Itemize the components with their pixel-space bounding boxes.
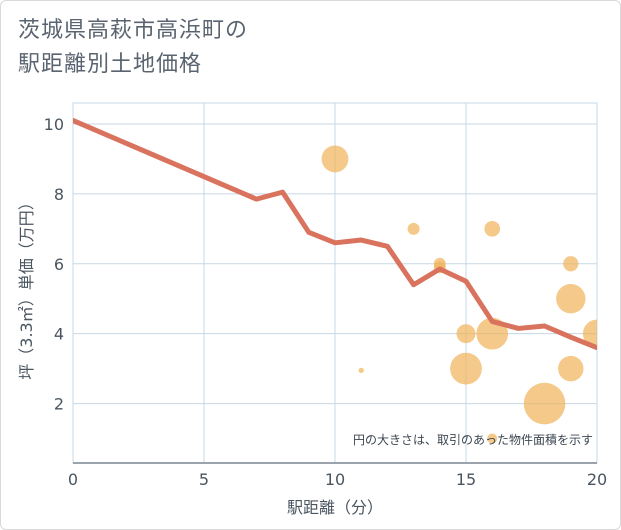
x-tick-label-1: 5 [199,470,209,489]
y-tick-label-3: 8 [54,185,64,204]
x-tick-label-0: 0 [68,470,78,489]
x-tick-label-2: 10 [325,470,345,489]
x-axis-label: 駅距離（分） [287,498,383,517]
y-tick-label-4: 10 [44,115,64,134]
bubble-point-5 [456,324,476,344]
bubble-point-13 [558,355,584,382]
bubble-point-0 [321,145,349,173]
bubble-point-10 [523,382,566,425]
y-tick-label-0: 2 [54,395,64,414]
y-tick-label-2: 6 [54,255,64,274]
bubble-point-9 [487,433,498,444]
bubble-layer [321,145,597,444]
y-tick-label-1: 4 [54,325,64,344]
chart-title-line-2: 駅距離別土地価格 [18,52,203,77]
chart-title-line-1: 茨城県高萩市高浜町の [18,18,249,43]
x-tick-label-4: 20 [587,470,607,489]
chart-title: 茨城県高萩市高浜町の 駅距離別土地価格 [18,14,248,82]
bubble-point-1 [358,367,364,374]
bubble-point-11 [563,256,579,272]
y-axis-label: 坪（3.3㎡）単価（万円） [17,194,36,379]
bubble-point-12 [556,284,586,314]
trend-line [73,117,597,351]
bubble-point-6 [450,352,482,385]
x-tick-label-3: 15 [456,470,476,489]
bubble-point-2 [407,222,420,235]
bubble-point-14 [582,319,597,348]
bubble-point-7 [484,221,501,237]
bubble-size-note: 円の大きさは、取引のあった物件面積を示す [353,432,593,447]
